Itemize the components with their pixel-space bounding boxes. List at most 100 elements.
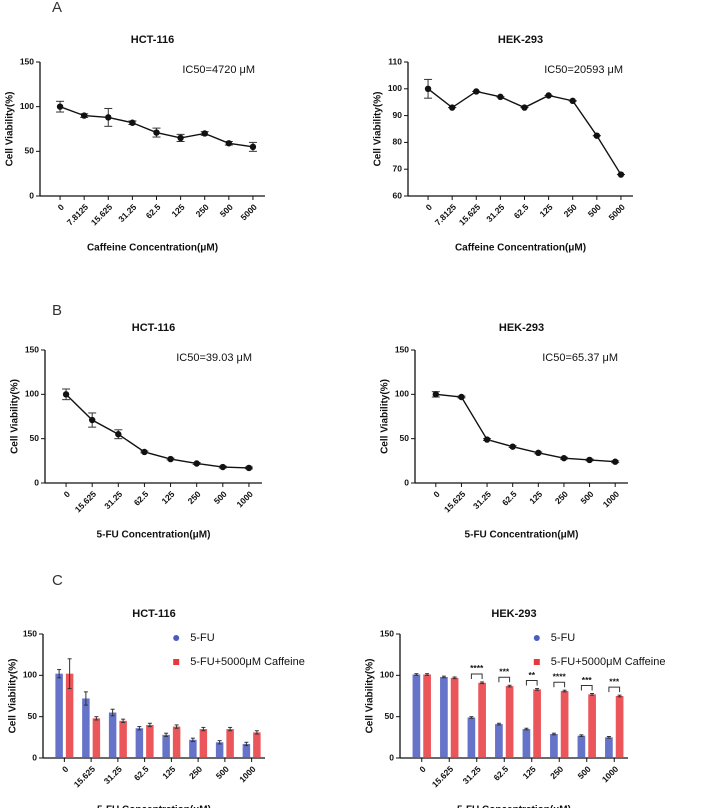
point: [483, 436, 491, 443]
y-tick-label: 150: [395, 344, 409, 354]
x-tick-label: 0: [62, 489, 73, 500]
error-bar: [507, 684, 512, 688]
error-bar: [147, 722, 152, 728]
legend-marker: [173, 659, 180, 665]
error-bar: [94, 716, 99, 721]
x-tick-label: 250: [553, 489, 570, 506]
x-axis-label: Caffeine Concentration(μM): [455, 243, 586, 254]
bar: [215, 742, 224, 758]
line: [427, 88, 622, 175]
bar: [440, 676, 448, 758]
point: [56, 103, 64, 110]
bar: [162, 734, 170, 758]
bar: [65, 673, 74, 758]
point: [611, 458, 619, 465]
error-bar: [441, 675, 446, 679]
point: [473, 88, 480, 95]
x-tick-label: 125: [159, 489, 176, 506]
x-axis-label: Caffeine Concentration(μM): [87, 243, 218, 254]
point: [521, 104, 528, 111]
error-bar: [228, 726, 233, 732]
point: [193, 460, 200, 467]
error-bar: [67, 658, 72, 690]
error-bar: [190, 737, 195, 742]
x-tick-label: 250: [548, 764, 565, 781]
y-tick-label: 150: [25, 344, 39, 354]
y-tick-label: 50: [30, 433, 40, 443]
x-tick-label: 7.8125: [433, 202, 459, 228]
chart-title: HCT-116: [132, 608, 175, 620]
bar: [533, 689, 541, 758]
bar: [189, 739, 197, 758]
error-bar: [110, 708, 115, 717]
y-tick-label: 100: [23, 670, 37, 680]
x-tick-label: 500: [212, 489, 229, 506]
bar: [450, 677, 459, 758]
chart-title: HCT-116: [132, 322, 175, 334]
point: [245, 464, 253, 472]
x-tick-label: 0: [56, 202, 67, 213]
x-tick-label: 15.625: [430, 764, 456, 790]
point: [201, 130, 208, 137]
bar: [108, 712, 117, 758]
x-axis-label: 5-FU Concentration(μM): [465, 530, 579, 541]
x-tick-label: 250: [562, 202, 579, 219]
point: [509, 443, 516, 450]
x-tick-label: 0: [60, 764, 71, 775]
bar: [560, 691, 569, 758]
y-tick-label: 100: [388, 83, 402, 93]
y-axis-label: Cell Viability(%): [10, 379, 21, 454]
point: [219, 463, 227, 471]
point: [88, 416, 96, 424]
error-bar: [137, 726, 142, 731]
x-tick-label: 125: [170, 202, 187, 219]
x-axis-label: 5-FU Concentration(μM): [97, 805, 211, 808]
point: [593, 132, 601, 139]
error-bar: [164, 732, 169, 738]
x-tick-label: 125: [521, 764, 538, 781]
significance-bracket: [553, 681, 566, 688]
y-tick-label: 100: [20, 101, 34, 111]
bar: [242, 743, 251, 758]
point: [617, 171, 625, 178]
x-tick-label: 5000: [238, 202, 259, 223]
error-bar: [524, 727, 529, 731]
significance-label: ****: [553, 671, 567, 681]
legend-label: 5-FU+5000μM Caffeine: [190, 656, 305, 668]
x-tick-label: 15.625: [72, 764, 98, 790]
error-bar: [83, 691, 88, 706]
bar: [522, 729, 531, 758]
x-tick-label: 62.5: [132, 764, 151, 783]
x-tick-label: 125: [538, 202, 555, 219]
x-tick-label: 15.625: [73, 489, 99, 515]
y-tick-label: 50: [385, 711, 395, 721]
bar: [119, 720, 127, 758]
x-tick-label: 500: [576, 764, 593, 781]
x-tick-label: 250: [186, 489, 203, 506]
error-bar: [496, 722, 501, 726]
error-bar: [590, 693, 595, 696]
chart-title: HEK-293: [499, 322, 544, 334]
chart-title: HEK-293: [498, 34, 543, 46]
x-tick-label: 250: [187, 764, 204, 781]
point: [560, 454, 568, 462]
point: [432, 391, 440, 398]
error-bar: [469, 716, 474, 719]
x-tick-label: 15.625: [442, 489, 468, 515]
y-axis-label: Cell Viability(%): [373, 92, 384, 167]
error-bar: [535, 688, 540, 691]
point: [424, 85, 432, 93]
error-bar: [244, 741, 249, 747]
point: [586, 456, 593, 464]
x-tick-label: 62.5: [144, 202, 163, 221]
point: [458, 393, 465, 401]
line: [59, 106, 254, 148]
bar: [55, 673, 63, 758]
error-bar: [562, 689, 567, 693]
x-tick-label: 62.5: [512, 202, 531, 221]
x-tick-label: 31.25: [116, 202, 138, 224]
significance-bracket: [470, 673, 483, 679]
annotation: IC50=65.37 μM: [542, 352, 618, 364]
x-tick-label: 31.25: [471, 489, 493, 511]
bar: [423, 674, 431, 758]
